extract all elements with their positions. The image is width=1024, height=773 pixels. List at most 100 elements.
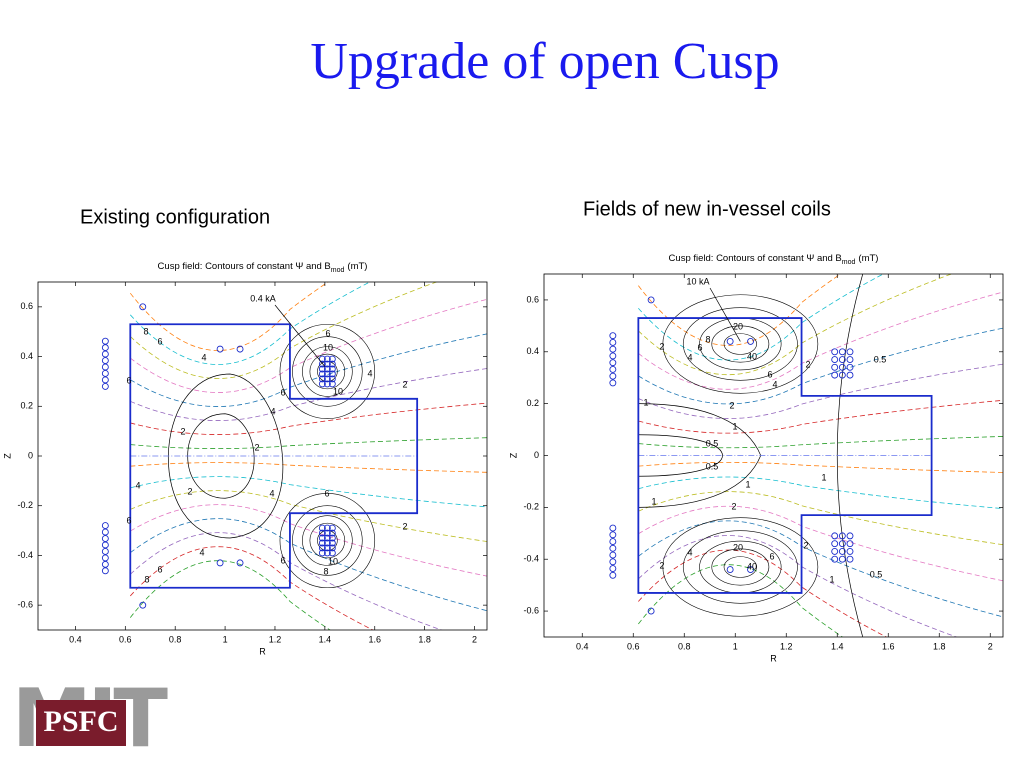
contour: [317, 530, 338, 551]
x-tick-label: 1.8: [418, 634, 431, 644]
x-tick-label: 1.6: [882, 641, 895, 651]
coil: [838, 371, 846, 379]
coil: [747, 566, 754, 574]
coil: [726, 337, 734, 345]
x-tick-label: 1.4: [319, 634, 332, 644]
coil: [323, 549, 331, 557]
coil: [328, 380, 336, 388]
plot-title-sub: mod: [331, 267, 345, 274]
x-tick-label: 1.4: [831, 641, 844, 651]
coil: [609, 359, 617, 367]
contour-label: 1: [643, 397, 648, 407]
contour: [682, 307, 798, 381]
plot-title: Cusp field: Contours of constant Ψ and B…: [669, 253, 879, 266]
contour: [279, 323, 376, 420]
contour-label: 2: [805, 359, 810, 369]
coil: [831, 540, 839, 548]
coil: [101, 370, 109, 377]
contour-label: 1: [732, 421, 737, 431]
contour: [187, 413, 255, 499]
plot-title-unit: (mT): [858, 253, 878, 264]
coil: [318, 375, 326, 383]
coil: [318, 370, 326, 378]
field-line: [638, 436, 1003, 449]
field-line: [638, 291, 1003, 390]
contour-label: 4: [772, 379, 777, 389]
contour-label: 1: [651, 496, 656, 506]
coil: [323, 544, 331, 552]
coil: [101, 560, 109, 568]
contour-label: 4: [201, 352, 206, 362]
coil: [838, 540, 846, 548]
x-tick-label: 0.6: [119, 634, 132, 644]
coil: [101, 357, 109, 364]
plot-title-main: Cusp field: Contours of constant Ψ and B: [158, 261, 331, 272]
y-tick-label: -0.6: [17, 600, 33, 610]
contour-label: 6: [157, 336, 162, 346]
coil: [101, 363, 109, 371]
y-tick-label: 0.6: [526, 294, 539, 304]
x-tick-label: 0.4: [69, 634, 82, 644]
annotation-pointer: [274, 304, 326, 367]
coil: [101, 376, 109, 384]
coil: [838, 363, 846, 371]
vessel: [129, 323, 419, 589]
coil: [318, 529, 326, 537]
contour-label: 2: [731, 501, 736, 511]
field-line: [638, 399, 1003, 434]
coil: [328, 370, 336, 378]
coil: [323, 529, 331, 537]
field-line: [638, 491, 1003, 546]
contour-label: 6: [280, 387, 285, 397]
contour-label: 4: [199, 547, 204, 557]
y-tick-label: -0.2: [523, 502, 539, 512]
y-tick-label: -0.2: [17, 500, 33, 510]
contour-label: 8: [705, 334, 710, 344]
contour-label: 2: [402, 379, 407, 389]
coil: [831, 356, 839, 364]
coil: [101, 337, 109, 345]
coil: [609, 551, 617, 559]
coil: [609, 531, 617, 539]
field-line: [130, 504, 487, 577]
contour: [682, 530, 798, 604]
contour-label: 20: [733, 321, 743, 331]
contour-label: 10: [328, 556, 338, 566]
coil: [139, 601, 147, 609]
coil: [609, 538, 617, 546]
contour-label: 2: [180, 426, 185, 436]
contour-label: 2: [659, 560, 664, 570]
x-tick-label: 0.4: [576, 641, 589, 651]
contour-label: 2: [402, 521, 407, 531]
coil: [609, 565, 617, 572]
y-tick-label: 0.4: [20, 351, 33, 361]
contour: [662, 517, 819, 617]
x-axis-label: R: [770, 653, 777, 663]
slide-title: Upgrade of open Cusp: [310, 33, 779, 90]
field-line: [638, 476, 1003, 510]
logo-psfc: PSFC: [44, 705, 119, 738]
contour-label: 6: [280, 555, 285, 565]
contour: [317, 361, 338, 382]
plot-title-unit: (mT): [347, 261, 367, 272]
coil: [838, 532, 846, 540]
contour-label: 8: [143, 326, 148, 336]
field-line: [638, 461, 1003, 473]
contour-label: 2: [803, 540, 808, 550]
contour-label: 6: [126, 515, 131, 525]
contour-label: 6: [697, 342, 702, 352]
contour-label: 20: [733, 542, 743, 552]
coil: [846, 348, 854, 356]
coil: [323, 365, 331, 373]
y-axis-label: Z: [2, 453, 12, 459]
y-tick-label: 0.2: [20, 401, 33, 411]
contour: [279, 492, 376, 589]
field-line: [130, 476, 487, 508]
y-tick-label: -0.4: [17, 550, 33, 560]
contour-label: 4: [367, 368, 372, 378]
coil: [318, 549, 326, 557]
x-tick-label: 2: [472, 634, 477, 644]
coil: [328, 375, 336, 383]
coil: [846, 547, 854, 555]
